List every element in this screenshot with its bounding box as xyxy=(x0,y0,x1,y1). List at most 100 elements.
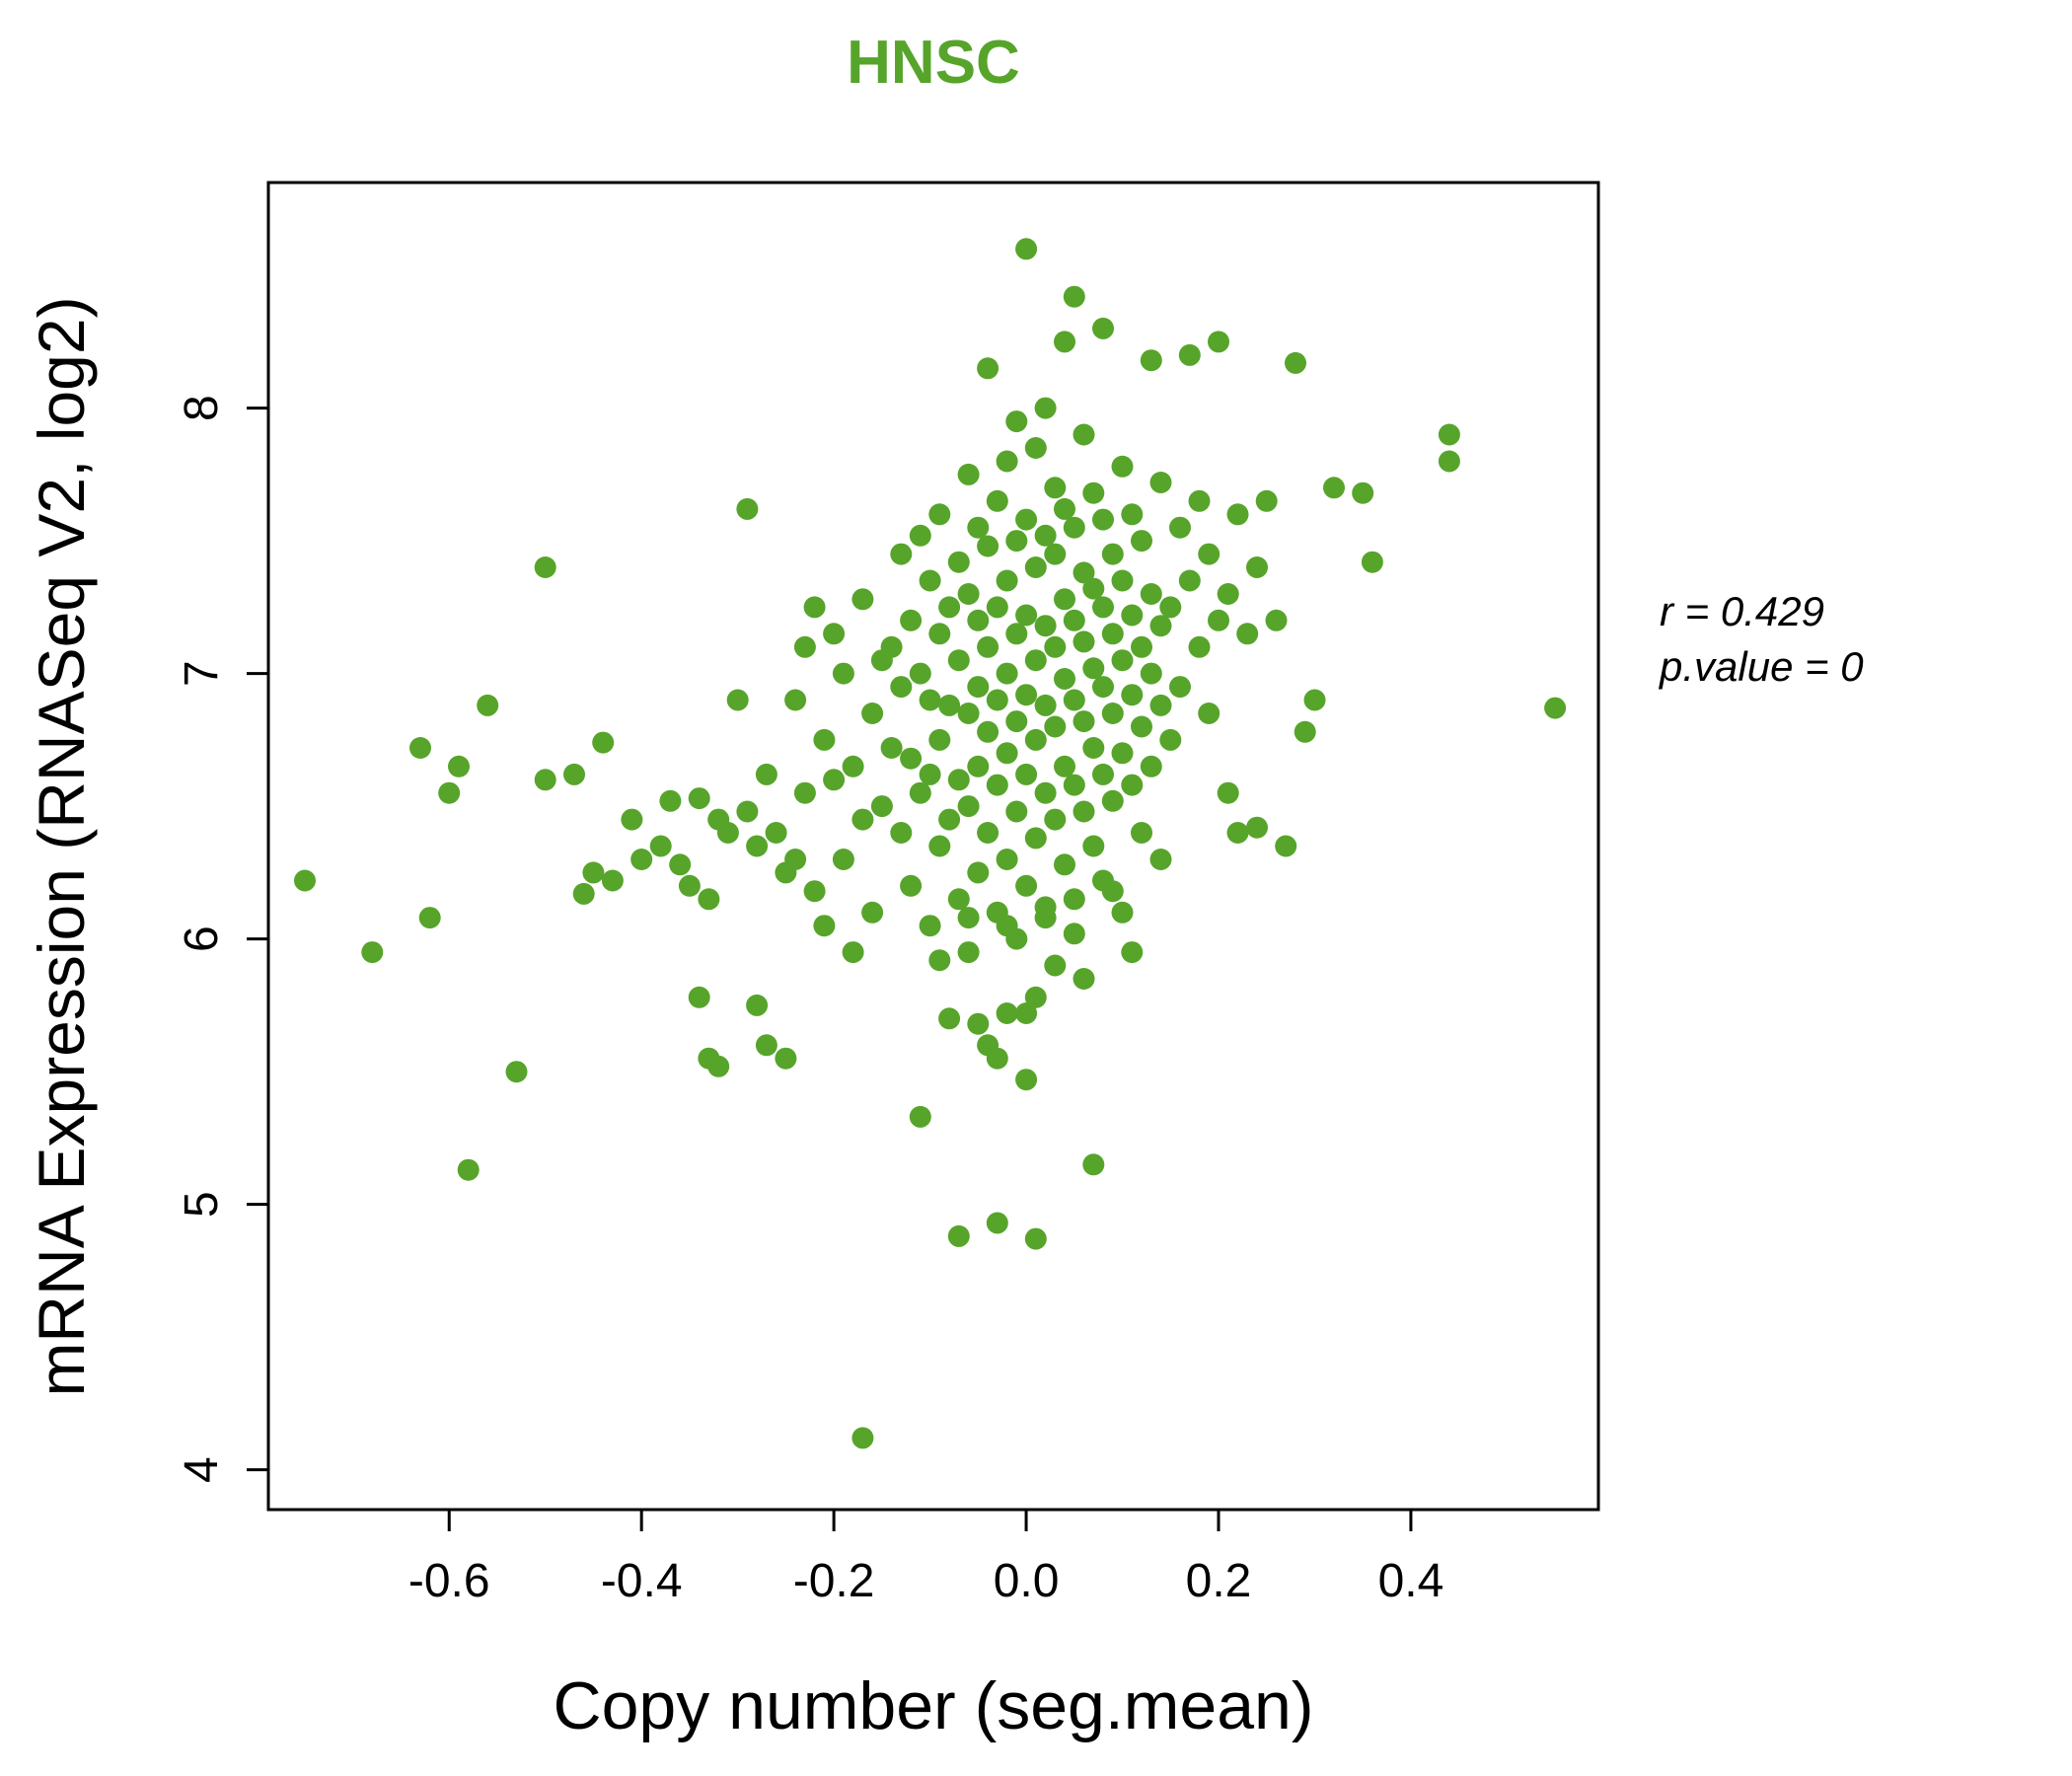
data-point xyxy=(1111,455,1134,478)
data-point xyxy=(1246,556,1268,578)
data-point xyxy=(957,703,980,724)
data-point xyxy=(1178,569,1201,592)
data-point xyxy=(1024,556,1047,578)
data-point xyxy=(880,635,903,658)
data-point xyxy=(1101,703,1124,724)
data-point xyxy=(1073,630,1095,653)
data-point xyxy=(1015,763,1038,785)
data-point xyxy=(726,689,749,711)
data-point xyxy=(505,1061,528,1083)
data-point xyxy=(919,569,941,592)
data-point xyxy=(919,763,941,785)
data-point xyxy=(1034,615,1057,637)
data-point xyxy=(1236,623,1259,645)
data-point xyxy=(1303,689,1326,711)
data-point xyxy=(294,869,316,892)
data-point xyxy=(1092,676,1114,699)
data-point xyxy=(1015,1002,1038,1024)
data-point xyxy=(1101,789,1124,812)
data-point xyxy=(1285,351,1306,374)
data-point xyxy=(1111,901,1134,924)
data-point xyxy=(621,808,643,831)
data-point xyxy=(1054,755,1075,777)
data-point xyxy=(880,737,903,759)
data-point xyxy=(832,662,854,685)
data-point xyxy=(1015,508,1038,531)
data-point xyxy=(919,689,941,711)
data-point xyxy=(842,755,864,777)
data-point xyxy=(1054,588,1075,611)
data-point xyxy=(957,463,980,485)
data-point xyxy=(851,808,874,831)
data-point xyxy=(1361,551,1383,573)
data-point xyxy=(1323,477,1345,499)
data-point xyxy=(1015,874,1038,897)
data-point xyxy=(813,728,836,751)
data-point xyxy=(572,882,595,905)
data-point xyxy=(1063,774,1085,796)
data-point xyxy=(1015,238,1038,260)
data-point xyxy=(996,662,1018,685)
data-point xyxy=(900,874,923,897)
data-point xyxy=(967,609,990,631)
data-point xyxy=(1015,604,1038,627)
data-point xyxy=(947,649,970,672)
data-point xyxy=(1034,694,1057,716)
data-point xyxy=(1063,689,1085,711)
data-point xyxy=(938,596,961,619)
data-point xyxy=(1073,710,1095,733)
data-point xyxy=(947,769,970,791)
data-point xyxy=(813,915,836,937)
data-point xyxy=(1149,615,1172,637)
data-point xyxy=(900,609,923,631)
data-point xyxy=(1063,923,1085,945)
data-point xyxy=(448,755,470,777)
data-point xyxy=(986,596,1008,619)
data-point xyxy=(1044,635,1067,658)
data-point xyxy=(890,822,913,844)
data-point xyxy=(947,551,970,573)
data-point xyxy=(775,1047,797,1070)
data-point xyxy=(1054,331,1075,353)
data-point xyxy=(986,689,1008,711)
data-point xyxy=(1159,596,1182,619)
x-tick-label: 0.4 xyxy=(1378,1555,1444,1607)
data-point xyxy=(736,800,759,823)
data-point xyxy=(803,880,826,903)
data-point xyxy=(977,357,999,380)
data-point xyxy=(1101,880,1124,903)
data-point xyxy=(707,1055,730,1077)
data-point xyxy=(1121,774,1144,796)
data-point xyxy=(928,623,951,645)
data-point xyxy=(592,731,615,754)
data-point xyxy=(1054,853,1075,876)
data-point xyxy=(746,835,769,857)
data-point xyxy=(1024,986,1047,1008)
data-point xyxy=(1159,728,1182,751)
data-point xyxy=(967,676,990,699)
x-tick-label: -0.2 xyxy=(793,1555,875,1607)
data-point xyxy=(1024,728,1047,751)
data-point xyxy=(1024,827,1047,850)
data-point xyxy=(563,763,585,785)
data-point xyxy=(582,861,605,884)
data-point xyxy=(1082,737,1105,759)
data-point xyxy=(1140,662,1162,685)
data-point xyxy=(1063,516,1085,539)
data-point xyxy=(1034,524,1057,547)
data-point xyxy=(977,720,999,743)
data-point xyxy=(1149,694,1172,716)
data-point xyxy=(1121,941,1144,964)
data-point xyxy=(996,849,1018,870)
data-point xyxy=(1082,577,1105,600)
data-point xyxy=(1005,800,1028,823)
data-point xyxy=(823,769,846,791)
data-point xyxy=(457,1158,480,1181)
data-point xyxy=(669,853,692,876)
y-tick-label: 8 xyxy=(176,395,228,421)
data-point xyxy=(1438,450,1460,473)
data-point xyxy=(1169,676,1191,699)
data-point xyxy=(977,822,999,844)
data-point xyxy=(957,583,980,605)
